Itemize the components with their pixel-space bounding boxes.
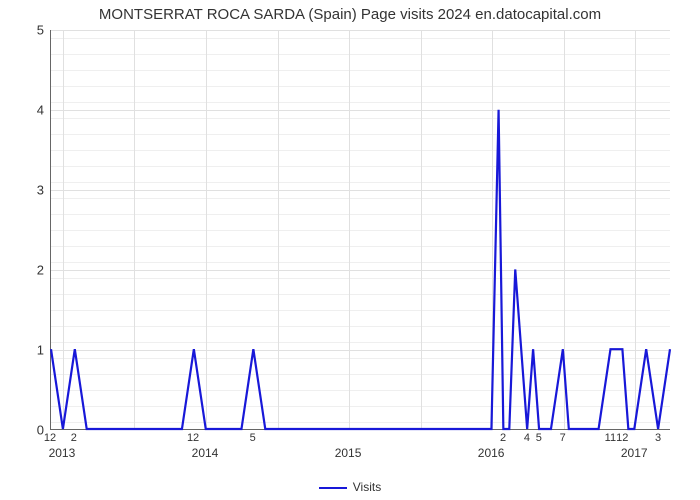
series-line (51, 30, 670, 429)
x-year-label: 2015 (335, 446, 362, 460)
y-tick-label: 1 (4, 343, 44, 358)
y-tick-label: 0 (4, 423, 44, 438)
plot-area (50, 30, 670, 430)
x-year-label: 2017 (621, 446, 648, 460)
x-year-label: 2014 (192, 446, 219, 460)
y-tick-label: 5 (4, 23, 44, 38)
x-tick-label: 2 (71, 432, 77, 444)
chart-title: MONTSERRAT ROCA SARDA (Spain) Page visit… (0, 6, 700, 23)
y-tick-label: 2 (4, 263, 44, 278)
legend: Visits (0, 480, 700, 494)
x-tick-label: 5 (536, 432, 542, 444)
x-tick-label: 12 (616, 432, 628, 444)
x-year-label: 2016 (478, 446, 505, 460)
x-tick-label: 11 (605, 432, 616, 444)
x-tick-label: 5 (250, 432, 256, 444)
x-year-label: 2013 (49, 446, 76, 460)
y-tick-label: 3 (4, 183, 44, 198)
legend-swatch (319, 487, 347, 489)
x-tick-label: 12 (44, 432, 56, 444)
x-tick-label: 3 (655, 432, 661, 444)
y-tick-label: 4 (4, 103, 44, 118)
legend-label: Visits (353, 480, 381, 494)
x-tick-label: 7 (560, 432, 566, 444)
x-tick-label: 12 (187, 432, 199, 444)
x-tick-label: 4 (524, 432, 530, 444)
x-tick-label: 2 (500, 432, 506, 444)
